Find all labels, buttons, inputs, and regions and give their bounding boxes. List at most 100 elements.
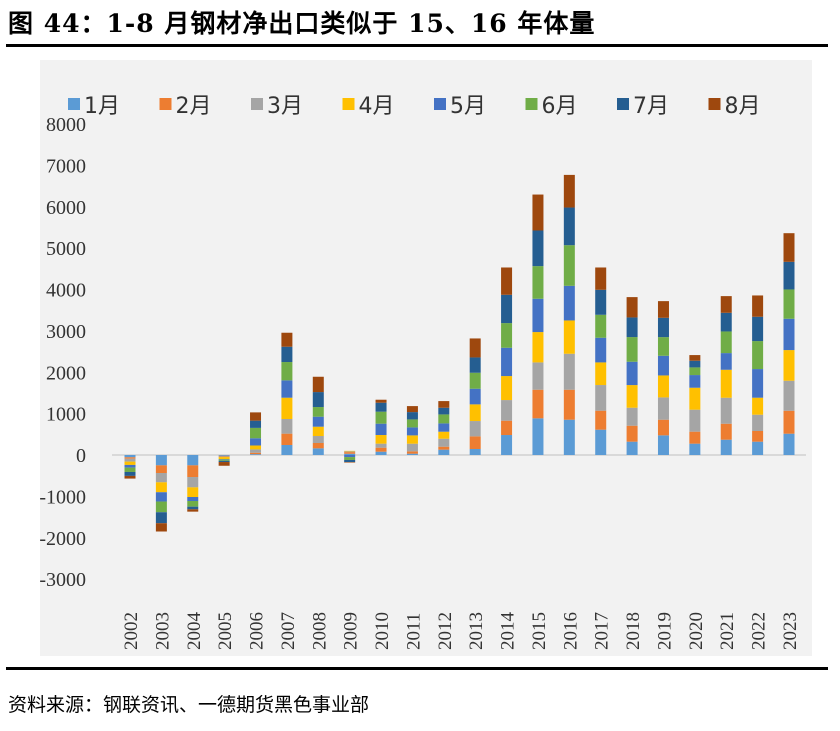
bar-segment: [124, 457, 136, 459]
title-rule: [6, 44, 828, 47]
y-tick-label: -2000: [39, 528, 86, 550]
bar-segment: [155, 482, 167, 493]
bar-segment: [752, 316, 764, 342]
bar-segment: [281, 433, 293, 445]
bar-segment: [312, 448, 324, 455]
x-tick-label: 2010: [372, 612, 393, 650]
bar-segment: [344, 457, 356, 460]
legend-swatch: [434, 98, 446, 110]
y-tick-label: 7000: [46, 155, 86, 177]
bar-segment: [752, 414, 764, 432]
bar-segment: [469, 388, 481, 405]
bar-segment: [375, 399, 387, 403]
legend-swatch: [617, 98, 629, 110]
bar-segment: [595, 385, 607, 411]
legend-label: 7月: [633, 94, 669, 119]
y-tick-label: 0: [76, 445, 86, 467]
bar-segment: [344, 450, 356, 452]
bar-segment: [155, 455, 167, 466]
bar-segment: [563, 320, 575, 354]
bar-segment: [406, 406, 418, 413]
bar-segment: [155, 492, 167, 502]
bar-segment: [501, 420, 513, 436]
x-tick-label: 2018: [623, 612, 644, 650]
bar-segment: [406, 451, 418, 454]
bar-segment: [281, 380, 293, 398]
bar-segment: [720, 331, 732, 354]
bar-segment: [469, 449, 481, 455]
bar-segment: [720, 397, 732, 424]
bar-segment: [501, 323, 513, 348]
bar-segment: [187, 465, 199, 478]
legend-label: 6月: [542, 94, 578, 119]
bar-segment: [563, 174, 575, 208]
bar-segment: [124, 475, 136, 479]
bar-segment: [375, 435, 387, 444]
bar-segment: [469, 338, 481, 358]
bar-segment: [375, 443, 387, 448]
bar-segment: [187, 455, 199, 466]
bar-segment: [218, 455, 230, 456]
bar-segment: [375, 402, 387, 412]
bar-segment: [783, 233, 795, 262]
bar-segment: [626, 385, 638, 408]
legend-label: 3月: [267, 94, 303, 119]
bar-segment: [595, 337, 607, 363]
bar-segment: [626, 407, 638, 426]
bar-segment: [501, 435, 513, 455]
bar-segment: [406, 412, 418, 420]
bar-segment: [281, 362, 293, 381]
bar-segment: [375, 423, 387, 436]
bar-segment: [532, 266, 544, 299]
bar-segment: [187, 496, 199, 502]
bar-segment: [218, 460, 230, 463]
bar-segment: [720, 369, 732, 398]
bar-segment: [250, 452, 262, 455]
bar-segment: [124, 471, 136, 476]
bar-segment: [563, 389, 575, 420]
bar-segment: [155, 465, 167, 473]
bar-segment: [783, 289, 795, 319]
bar-segment: [626, 361, 638, 386]
bar-segment: [406, 453, 418, 455]
bar-segment: [720, 353, 732, 370]
bar-segment: [626, 337, 638, 362]
bar-segment: [406, 427, 418, 436]
bar-segment: [689, 431, 701, 444]
bar-segment: [438, 414, 450, 424]
bar-segment: [312, 436, 324, 444]
bar-segment: [657, 397, 669, 420]
bar-segment: [438, 407, 450, 415]
legend-label: 5月: [450, 94, 486, 119]
y-tick-label: -1000: [39, 486, 86, 508]
bar-segment: [124, 467, 136, 472]
bar-segment: [532, 194, 544, 231]
bar-segment: [563, 353, 575, 390]
bar-segment: [532, 230, 544, 267]
bar-segment: [375, 451, 387, 455]
bar-segment: [626, 425, 638, 442]
bar-segment: [375, 447, 387, 452]
bar-segment: [438, 438, 450, 447]
bar-segment: [344, 459, 356, 463]
bar-segment: [250, 449, 262, 453]
bar-segment: [438, 446, 450, 450]
bar-segment: [124, 461, 136, 465]
bar-segment: [563, 207, 575, 246]
bar-segment: [281, 444, 293, 455]
source-note: 资料来源：钢联资讯、一德期货黑色事业部: [8, 694, 370, 716]
x-tick-label: 2012: [435, 612, 456, 650]
bar-segment: [438, 423, 450, 432]
bar-segment: [532, 362, 544, 390]
bar-segment: [187, 477, 199, 488]
bar-segment: [124, 458, 136, 462]
bar-segment: [155, 472, 167, 483]
bar-segment: [501, 400, 513, 421]
bottom-rule: [6, 667, 828, 670]
bar-segment: [281, 332, 293, 347]
bar-segment: [657, 435, 669, 455]
x-tick-label: 2019: [654, 612, 675, 650]
legend-swatch: [342, 98, 355, 110]
x-tick-label: 2011: [403, 613, 424, 650]
bar-segment: [124, 455, 136, 458]
